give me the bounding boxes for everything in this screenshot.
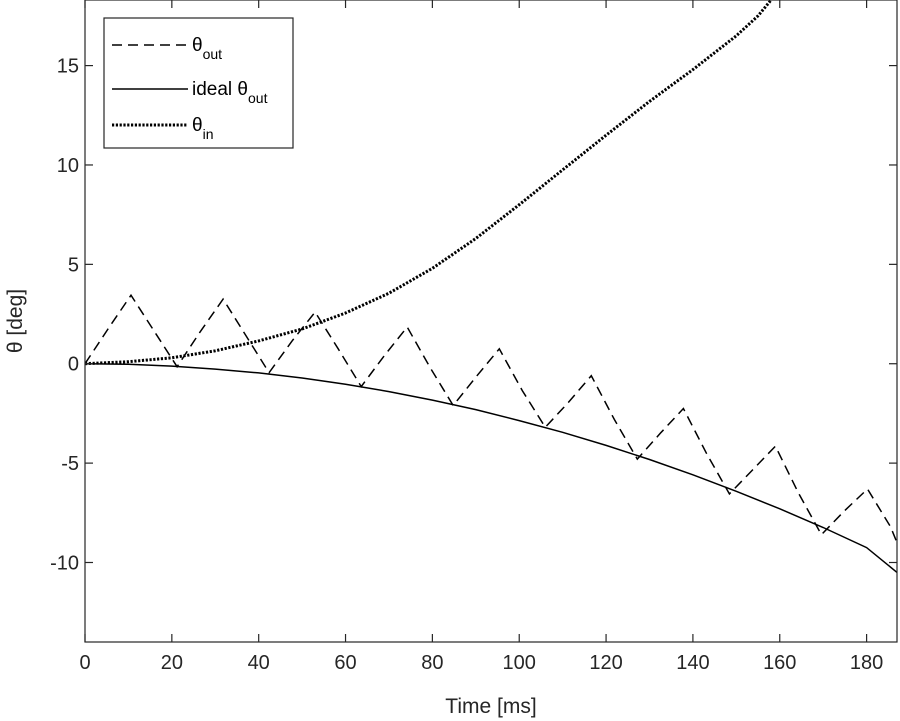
y-axis: -10 -5 0 5 10 15	[50, 56, 897, 574]
legend-label-0: θout	[192, 35, 222, 62]
legend: θout ideal θout θin	[103, 17, 294, 149]
x-tick-label: 160	[763, 652, 796, 674]
series-line-2	[84, 0, 773, 366]
x-tick-label: 140	[676, 652, 709, 674]
x-tick-label: 80	[421, 652, 443, 674]
x-tick-label: 180	[850, 652, 883, 674]
legend-label-1: ideal θout	[192, 79, 268, 106]
y-tick-label: 0	[68, 354, 79, 376]
y-tick-label: 15	[57, 56, 79, 78]
x-tick-label: 20	[161, 652, 183, 674]
series-line-0	[84, 293, 898, 543]
y-tick-label: -5	[61, 453, 79, 475]
y-tick-label: 10	[57, 155, 79, 177]
x-tick-label: 100	[503, 652, 536, 674]
x-tick-label: 120	[589, 652, 622, 674]
y-axis-label: θ [deg]	[4, 289, 27, 353]
x-tick-label: 60	[334, 652, 356, 674]
x-axis: 0 20 40 60 80 100 120 140 160 180	[79, 0, 883, 674]
y-tick-label: 5	[68, 254, 79, 276]
x-axis-label: Time [ms]	[445, 695, 536, 718]
plot-frame	[84, 0, 898, 643]
series-line-1	[84, 362, 898, 573]
x-tick-label: 40	[248, 652, 270, 674]
series-layer	[84, 0, 898, 573]
y-tick-label: -10	[50, 552, 79, 574]
legend-label-2: θin	[192, 115, 213, 142]
x-tick-label: 0	[79, 652, 90, 674]
